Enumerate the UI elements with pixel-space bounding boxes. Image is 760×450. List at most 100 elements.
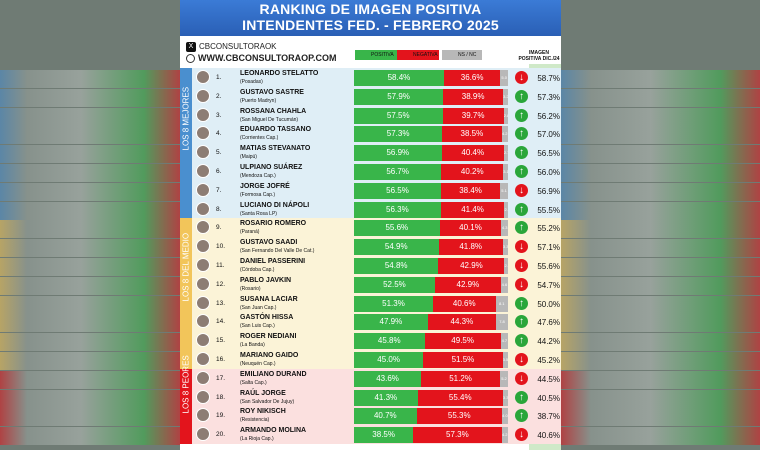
bar-ns: 4.0	[501, 408, 508, 425]
bar-negative: 40.1%	[439, 220, 502, 237]
mayor-city: (San Luis Cap.)	[240, 323, 275, 330]
avatar	[196, 276, 210, 291]
bar-positive: 38.5%	[354, 427, 414, 444]
previous-value: 40.6%	[537, 431, 560, 441]
bar-ns: 2.7	[503, 145, 508, 162]
background-stripe	[561, 239, 760, 258]
table-row: 20. ARMANDO MOLINA (La Rioja Cap.) 38.5% 57.…	[180, 427, 561, 446]
mayor-name: MATIAS STEVANATO	[240, 145, 311, 153]
mayor-name: RAÚL JORGE	[240, 389, 286, 397]
chart-title: RANKING DE IMAGEN POSITIVA	[259, 1, 482, 17]
rank-number: 9.	[216, 224, 222, 232]
bar-positive: 51.3%	[354, 295, 433, 312]
mayor-name: JORGE JOFRÉ	[240, 182, 290, 190]
stacked-bar: 57.9% 38.9% 3.2	[354, 88, 508, 105]
background-stripe	[0, 239, 180, 258]
bar-ns: 2.8	[503, 107, 508, 124]
bar-negative: 41.8%	[438, 239, 503, 256]
previous-value: 55.2%	[537, 224, 560, 234]
globe-icon	[186, 54, 195, 64]
table-row: 13. SUSANA LACIAR (San Juan Cap.) 51.3% 40.6…	[180, 295, 561, 315]
rank-number: 15.	[216, 337, 226, 345]
bar-positive: 54.9%	[354, 239, 439, 256]
background-right	[561, 0, 760, 450]
avatar	[196, 145, 210, 160]
rank-number: 20.	[216, 431, 226, 439]
mayor-city: (Paraná)	[240, 229, 260, 236]
background-stripe	[0, 389, 180, 408]
bar-positive: 56.7%	[354, 164, 442, 180]
rank-number: 2.	[216, 92, 222, 100]
rank-number: 3.	[216, 111, 222, 119]
background-stripe	[561, 314, 760, 333]
table-row: 10. GUSTAVO SAADI (San Fernando Del Valle …	[180, 239, 561, 258]
background-stripe	[0, 126, 180, 145]
group-1-tab: LOS 8 MEJORES	[180, 68, 192, 219]
previous-value: 57.0%	[537, 130, 560, 140]
previous-value: 50.0%	[537, 299, 560, 309]
previous-value: 56.2%	[537, 111, 560, 121]
rank-number: 14.	[216, 318, 226, 326]
table-row: 5. MATIAS STEVANATO(Maipú) 56.9%40.4%2.7 ↑ 5…	[180, 145, 561, 164]
background-stripe	[561, 276, 760, 295]
background-stripe	[0, 333, 180, 352]
rank-number: 17.	[216, 374, 226, 382]
ranking-card: RANKING DE IMAGEN POSITIVA INTENDENTES F…	[180, 0, 561, 450]
background-stripe	[561, 164, 760, 182]
background-stripe	[0, 258, 180, 276]
avatar	[196, 314, 210, 329]
bar-ns: 3.3	[502, 239, 508, 256]
background-stripe	[561, 220, 760, 239]
stacked-bar: 41.3% 55.4% 3.3	[354, 389, 508, 406]
mayor-city: (La Rioja Cap.)	[240, 436, 274, 443]
mayor-city: (San Miguel De Tucumán)	[240, 116, 299, 123]
bar-positive: 58.4%	[354, 70, 444, 86]
table-row: 9. ROSARIO ROMERO (Paraná) 55.6% 40.1% 4.3 ↑ 55…	[180, 220, 561, 239]
previous-value: 57.1%	[537, 243, 560, 253]
header-banner: RANKING DE IMAGEN POSITIVA INTENDENTES F…	[180, 0, 561, 36]
background-stripe	[561, 352, 760, 370]
previous-value: 57.3%	[537, 92, 560, 102]
bar-ns: 4.2	[501, 126, 508, 143]
mayor-city: (San Salvador De Jujuy)	[240, 398, 295, 405]
arrow-up-icon: ↑	[515, 165, 528, 178]
table-row: 15. ROGER NEDIANI (La Banda) 45.8% 49.5% 4.7 ↑…	[180, 333, 561, 352]
arrow-down-icon: ↓	[515, 240, 528, 254]
mayor-name: SUSANA LACIAR	[240, 295, 298, 303]
arrow-down-icon: ↓	[515, 183, 528, 197]
bar-ns: 4.3	[501, 220, 508, 237]
mayor-name: ROGER NEDIANI	[240, 333, 297, 341]
rank-number: 18.	[216, 393, 226, 401]
bar-negative: 51.5%	[423, 352, 503, 368]
arrow-up-icon: ↑	[515, 409, 528, 423]
stacked-bar: 47.9% 44.3% 7.8	[354, 314, 508, 331]
arrow-up-icon: ↑	[515, 127, 528, 141]
bar-negative: 42.9%	[438, 258, 505, 274]
previous-value: 40.5%	[537, 393, 560, 403]
bar-ns: 2.3	[504, 201, 508, 218]
stacked-bar: 45.0% 51.5% 3.5	[354, 352, 508, 368]
mayor-name: PABLO JAVKIN	[240, 276, 292, 284]
stacked-bar: 52.5% 42.9% 4.6	[354, 276, 508, 293]
bar-positive: 45.8%	[354, 333, 425, 350]
avatar	[196, 88, 210, 103]
bar-positive: 57.9%	[354, 88, 444, 105]
bar-ns: 7.8	[495, 314, 508, 331]
arrow-down-icon: ↓	[515, 259, 528, 272]
previous-value: 55.5%	[537, 205, 560, 215]
bar-negative: 55.4%	[417, 389, 503, 406]
rank-number: 1.	[216, 74, 222, 81]
bar-negative: 38.9%	[443, 88, 504, 105]
previous-value: 56.5%	[537, 149, 560, 159]
avatar	[196, 295, 210, 310]
mayor-city: (San Juan Cap.)	[240, 304, 277, 311]
table-row: 14. GASTÓN HISSA (San Luis Cap.) 47.9% 44.3%…	[180, 314, 561, 333]
background-stripe	[0, 276, 180, 295]
table-row: 18. RAÚL JORGE (San Salvador De Jujuy) 41.3…	[180, 389, 561, 409]
stacked-bar: 55.6% 40.1% 4.3	[354, 220, 508, 237]
avatar	[196, 408, 210, 423]
stacked-bar: 38.5% 57.3% 4.2	[354, 427, 508, 444]
bar-positive: 56.5%	[354, 182, 441, 199]
background-stripe	[0, 352, 180, 370]
background-stripe	[561, 427, 760, 446]
